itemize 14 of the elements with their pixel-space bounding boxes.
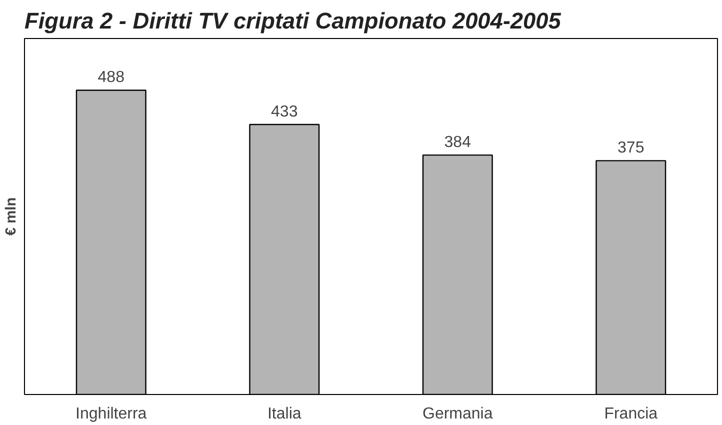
data-label: 375: [618, 140, 644, 157]
y-axis-title: € mln: [4, 197, 20, 236]
data-label: 488: [98, 69, 125, 86]
bar: [76, 90, 146, 394]
chart-title: Figura 2 - Diritti TV criptati Campionato 2004-2005: [24, 8, 562, 34]
bar: [249, 124, 320, 394]
x-tick-label: Francia: [604, 406, 658, 422]
x-tick-label: Italia: [267, 406, 302, 422]
x-tick-label: Germania: [422, 406, 493, 422]
bar: [422, 154, 493, 394]
bar: [596, 160, 666, 394]
data-label: 384: [444, 134, 472, 152]
data-label: 433: [271, 104, 298, 121]
x-tick-label: Inghilterra: [76, 406, 147, 422]
